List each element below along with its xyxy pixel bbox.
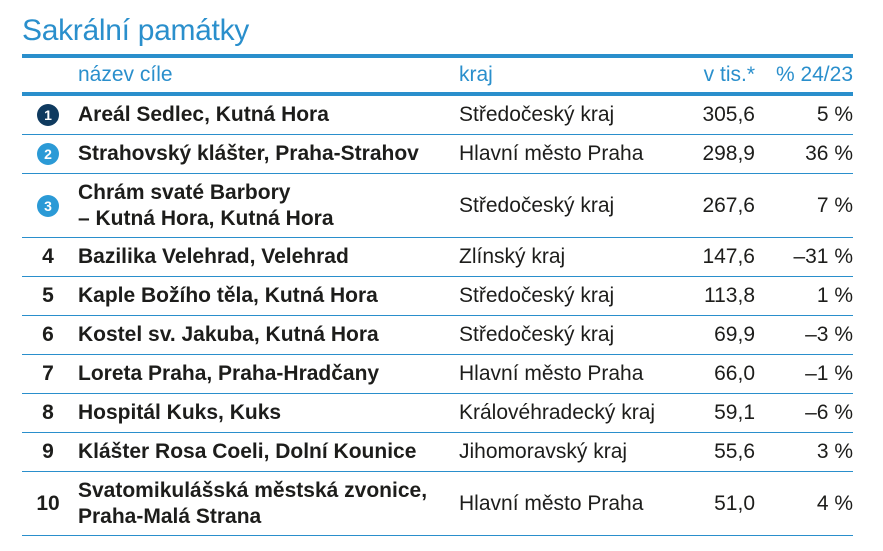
change-percent: 4 % (816, 491, 853, 515)
rank-number: 10 (36, 491, 60, 515)
table-row: 9 Klášter Rosa Coeli, Dolní Kounice Jihomo… (22, 433, 853, 472)
region: Zlínský kraj (459, 245, 566, 268)
change-percent: 7 % (816, 193, 853, 217)
region: Středočeský kraj (459, 103, 615, 126)
page-title: Sakrální památky (22, 14, 249, 47)
destination-name: Chrám svaté Barbory – Kutná Hora, Kutná H… (78, 180, 334, 230)
table-row: 7 Loreta Praha, Praha-Hradčany Hlavní měst… (22, 355, 853, 394)
rank-number: 8 (42, 401, 54, 424)
table-row: 1 Areál Sedlec, Kutná Hora Středočeský kra… (22, 96, 853, 135)
visitors-value: 298,9 (702, 142, 755, 165)
destination-name: Loreta Praha, Praha-Hradčany (78, 362, 380, 385)
visitors-value: 305,6 (702, 103, 755, 126)
region: Hlavní město Praha (459, 142, 644, 165)
table-header: název cíle kraj v tis.* % 24/23 (22, 58, 853, 96)
change-percent: 36 % (805, 142, 853, 165)
destination-name: Hospitál Kuks, Kuks (78, 401, 282, 424)
region: Středočeský kraj (459, 284, 615, 307)
visitors-value: 51,0 (714, 491, 755, 515)
table-row: 6 Kostel sv. Jakuba, Kutná Hora Středočesk… (22, 316, 853, 355)
region: Středočeský kraj (459, 323, 615, 346)
rank-number: 5 (42, 284, 54, 307)
change-percent: 3 % (816, 440, 853, 463)
change-percent: –31 % (793, 245, 853, 268)
rank-badge: 1 (37, 104, 59, 126)
rank-number: 7 (42, 362, 54, 385)
header-change: % 24/23 (775, 63, 853, 86)
destination-name: Kostel sv. Jakuba, Kutná Hora (78, 323, 379, 346)
visitors-value: 66,0 (714, 362, 755, 385)
rank-badge: 2 (37, 143, 59, 165)
table-row: 10 Svatomikulášská městská zvonice, Praha-… (22, 472, 853, 536)
region: Hlavní město Praha (459, 362, 644, 385)
change-percent: –6 % (805, 401, 853, 424)
destination-name: Strahovský klášter, Praha-Strahov (78, 142, 419, 165)
region: Jihomoravský kraj (459, 440, 628, 463)
visitors-value: 113,8 (704, 284, 755, 307)
change-percent: –1 % (805, 362, 853, 385)
rank-badge: 3 (37, 194, 59, 217)
region: Středočeský kraj (459, 193, 615, 217)
visitors-value: 69,9 (714, 323, 755, 346)
ranking-table: název cíle kraj v tis.* % 24/23 1 Areál S… (22, 54, 853, 536)
change-percent: 1 % (816, 284, 853, 307)
visitors-value: 55,6 (714, 440, 755, 463)
table-row: 4 Bazilika Velehrad, Velehrad Zlínský kraj… (22, 238, 853, 277)
visitors-value: 59,1 (714, 401, 755, 424)
change-percent: 5 % (816, 103, 853, 126)
table-row: 8 Hospitál Kuks, Kuks Královéhradecký kraj… (22, 394, 853, 433)
destination-name: Kaple Božího těla, Kutná Hora (78, 284, 378, 307)
table-row: 5 Kaple Božího těla, Kutná Hora Středočesk… (22, 277, 853, 316)
table-row: 2 Strahovský klášter, Praha-Strahov Hlavní… (22, 135, 853, 174)
header-value: v tis.* (703, 63, 755, 86)
rank-number: 9 (42, 440, 54, 463)
destination-name: Areál Sedlec, Kutná Hora (78, 103, 329, 126)
header-name: název cíle (78, 63, 173, 86)
region: Hlavní město Praha (459, 491, 644, 515)
region: Královéhradecký kraj (459, 401, 656, 424)
header-region: kraj (459, 63, 493, 86)
destination-name: Bazilika Velehrad, Velehrad (78, 245, 349, 268)
destination-name: Klášter Rosa Coeli, Dolní Kounice (78, 440, 417, 463)
table-row: 3 Chrám svaté Barbory – Kutná Hora, Kutná … (22, 174, 853, 238)
destination-name: Svatomikulášská městská zvonice, Praha-Ma… (78, 478, 428, 528)
rank-number: 6 (42, 323, 54, 346)
visitors-value: 147,6 (702, 245, 755, 268)
visitors-value: 267,6 (702, 193, 755, 217)
rank-number: 4 (42, 245, 54, 268)
change-percent: –3 % (805, 323, 853, 346)
